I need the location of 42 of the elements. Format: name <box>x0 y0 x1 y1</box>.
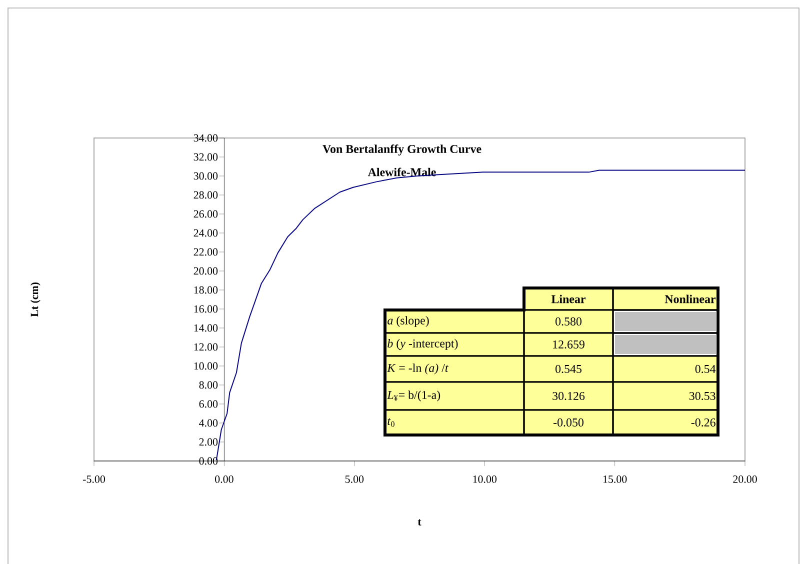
y-tick-label: 32.00 <box>194 153 218 161</box>
y-tick-label: 30.00 <box>194 172 218 180</box>
y-tick-label: 18.00 <box>194 286 218 294</box>
annotation: -0.050 <box>554 418 584 427</box>
x-axis-title: t <box>418 519 422 526</box>
y-tick-label: 4.00 <box>199 419 218 427</box>
annotation: b (y -intercept) <box>388 339 458 350</box>
x-tick-label: -5.00 <box>83 476 106 483</box>
x-tick-label: 15.00 <box>603 476 627 483</box>
x-tick-label: 10.00 <box>473 476 497 483</box>
text: Alewife-Male <box>368 168 436 176</box>
y-tick-label: 8.00 <box>199 381 218 389</box>
x-tick-label: 20.00 <box>733 476 757 483</box>
annotation: Nonlinear <box>664 294 716 304</box>
y-tick-label: 34.00 <box>194 134 218 142</box>
annotation: 30.126 <box>552 392 585 400</box>
annotation: a (slope) <box>388 316 429 327</box>
y-tick-label: 28.00 <box>194 191 218 199</box>
annotation: 0.580 <box>556 317 582 326</box>
y-tick-label: 26.00 <box>194 210 218 218</box>
annotation: 0.545 <box>556 364 582 374</box>
y-axis-title: Lt (cm) <box>30 282 40 317</box>
x-tick-label: 5.00 <box>345 476 364 483</box>
annotation: 12.659 <box>553 340 584 349</box>
y-tick-label: 2.00 <box>199 438 218 446</box>
y-tick-label: 6.00 <box>199 400 218 408</box>
y-tick-label: 12.00 <box>194 343 218 351</box>
annotation: L$_{¥}$= b/(1-a) <box>387 390 440 402</box>
y-tick-label: 20.00 <box>194 267 218 275</box>
y-tick-label: 22.00 <box>194 248 218 256</box>
x-tick-label: 0.00 <box>215 476 234 483</box>
y-tick-label: 24.00 <box>194 229 218 237</box>
annotation: t$_{0}$ <box>388 418 394 427</box>
y-tick-label: 14.00 <box>194 324 218 332</box>
annotation: 30.53 <box>689 392 716 400</box>
y-tick-label: 10.00 <box>194 362 218 370</box>
annotation: K = -ln (a) /t <box>387 364 448 374</box>
y-tick-label: 16.00 <box>194 305 218 313</box>
annotation: -0.26 <box>691 418 716 427</box>
annotation: Linear <box>551 294 586 304</box>
annotation: 0.54 <box>695 364 716 374</box>
text: Von Bertalanffy Growth Curve <box>322 144 482 156</box>
